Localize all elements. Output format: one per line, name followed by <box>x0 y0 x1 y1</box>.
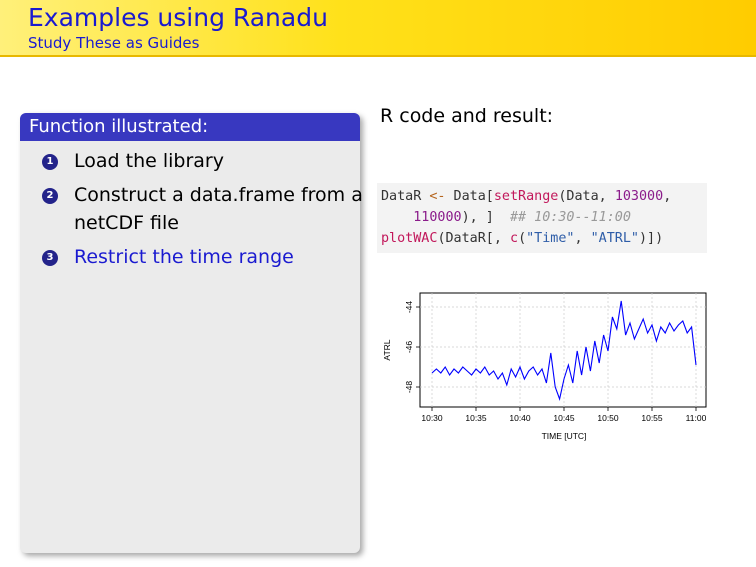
y-axis-label: ATRL <box>382 339 392 360</box>
item-number-badge: 3 <box>42 250 58 266</box>
y-tick-label: -48 <box>404 381 414 394</box>
plot-frame <box>419 292 707 408</box>
x-tick-label: 10:40 <box>509 413 531 423</box>
y-tick-label: -46 <box>404 341 414 354</box>
atrl-series-line <box>431 300 697 401</box>
item-text: Load the library <box>74 150 224 172</box>
x-tick-label: 10:55 <box>641 413 663 423</box>
function-block: Function illustrated: 1 Load the library… <box>20 113 363 553</box>
slide-header: Examples using Ranadu Study These as Gui… <box>0 0 756 57</box>
x-tick-label: 10:45 <box>553 413 575 423</box>
slide-subtitle: Study These as Guides <box>28 34 200 52</box>
item-number-badge: 2 <box>42 188 58 204</box>
x-tick-label: 10:50 <box>597 413 619 423</box>
block-heading: Function illustrated: <box>20 113 360 141</box>
code-section-title: R code and result: <box>380 105 554 127</box>
x-tick-label: 11:00 <box>686 413 707 423</box>
atrl-time-chart: 10:30 10:35 10:40 10:45 10:50 10:55 11:00 -48 -4… <box>382 292 707 441</box>
y-tick-label: -44 <box>404 301 414 314</box>
x-axis-label: TIME [UTC] <box>542 431 587 441</box>
x-tick-label: 10:35 <box>465 413 487 423</box>
x-tick-label: 10:30 <box>421 413 443 423</box>
item-text: Construct a data.frame from a netCDF fil… <box>74 184 363 234</box>
item-number-badge: 1 <box>42 154 58 170</box>
code-block: DataR <- Data[setRange(Data, 103000, 110… <box>377 183 707 253</box>
item-text: Restrict the time range <box>74 246 294 268</box>
slide-title: Examples using Ranadu <box>28 3 328 32</box>
